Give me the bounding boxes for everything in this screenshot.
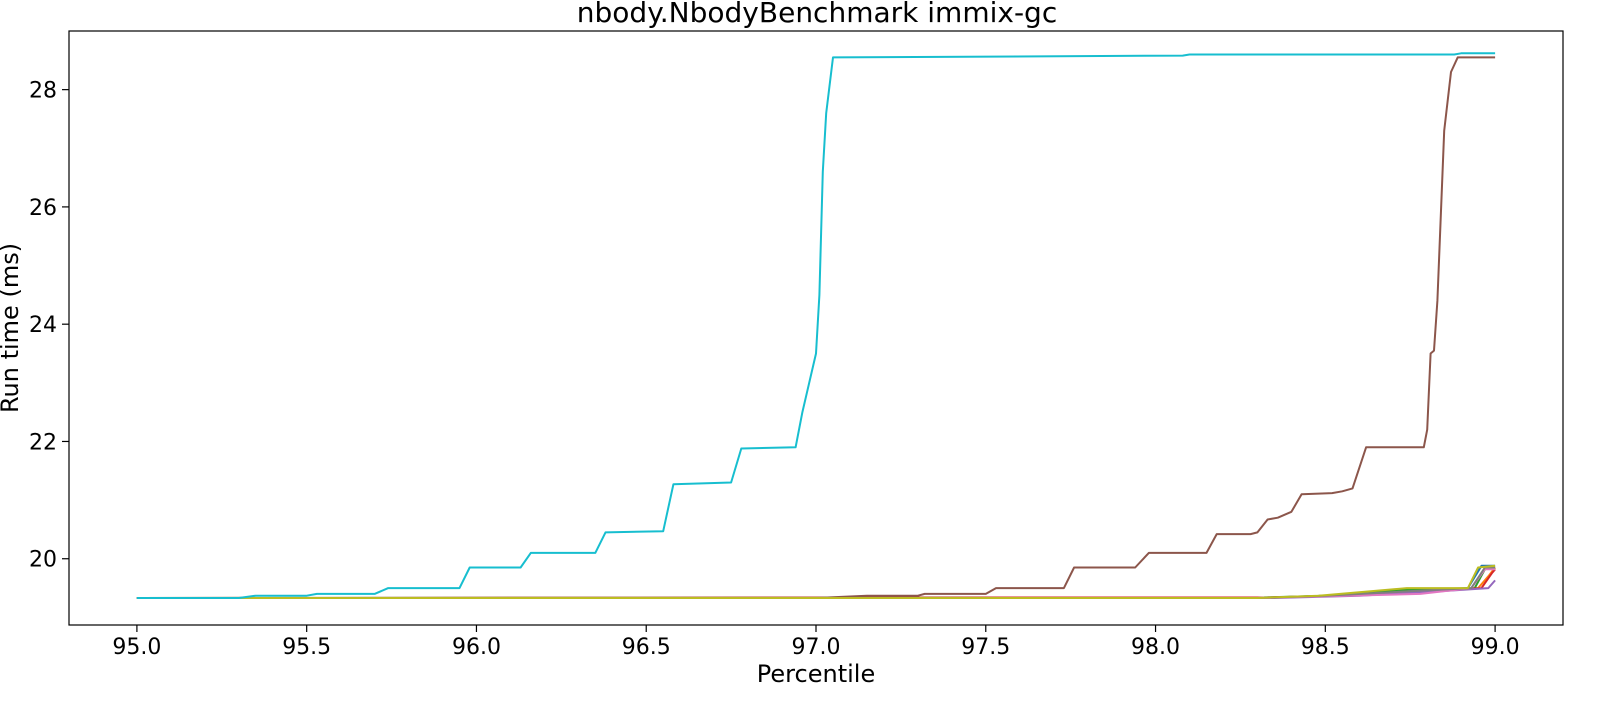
series-line-5 (136, 579, 1496, 599)
x-tick-label: 99.0 (1471, 635, 1520, 660)
x-axis: 95.0 95.5 96.0 96.5 97.0 97.5 98.0 98.5 99.0 (112, 625, 1520, 660)
y-tick-label: 20 (29, 548, 57, 573)
series-layer (136, 52, 1496, 599)
series-line-6 (136, 56, 1496, 599)
x-tick-label: 97.0 (792, 635, 841, 660)
y-tick-label: 24 (29, 313, 57, 338)
x-axis-label: Percentile (757, 660, 875, 688)
y-axis-label: Run time (ms) (0, 243, 24, 413)
x-tick-label: 95.5 (282, 635, 331, 660)
y-tick-label: 28 (29, 79, 57, 104)
x-tick-label: 96.5 (622, 635, 671, 660)
x-tick-label: 97.5 (961, 635, 1010, 660)
plot-frame (68, 30, 1564, 626)
y-tick-label: 22 (29, 430, 57, 455)
series-line-9 (136, 564, 1496, 599)
x-tick-label: 98.5 (1301, 635, 1350, 660)
chart-title: nbody.NbodyBenchmark immix-gc (577, 0, 1057, 29)
series-line-10 (136, 52, 1496, 599)
y-tick-label: 26 (29, 196, 57, 221)
y-axis: 20 22 24 26 28 (29, 79, 69, 573)
x-tick-label: 98.0 (1131, 635, 1180, 660)
x-tick-label: 96.0 (452, 635, 501, 660)
x-tick-label: 95.0 (112, 635, 161, 660)
